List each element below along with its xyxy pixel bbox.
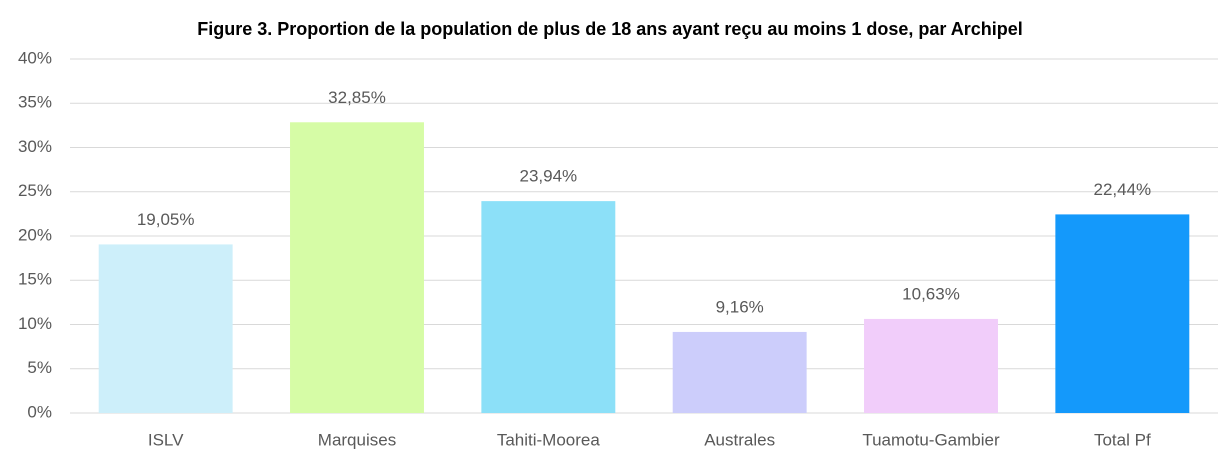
x-tick-label: Tahiti-Moorea (497, 430, 601, 449)
data-label: 23,94% (519, 167, 577, 186)
bar (290, 122, 424, 413)
x-tick-label: Tuamotu-Gambier (862, 430, 1000, 449)
data-label: 22,44% (1093, 180, 1151, 199)
bar (481, 201, 616, 413)
y-tick-label: 15% (18, 270, 52, 289)
y-tick-label: 5% (27, 358, 52, 377)
y-tick-label: 30% (18, 137, 52, 156)
chart-title: Figure 3. Proportion de la population de… (197, 19, 1023, 39)
x-tick-label: Australes (704, 430, 775, 449)
y-tick-label: 0% (27, 402, 52, 421)
data-label: 9,16% (716, 297, 764, 316)
bar (1055, 214, 1190, 413)
y-tick-label: 10% (18, 314, 52, 333)
data-label: 10,63% (902, 284, 960, 303)
y-tick-label: 40% (18, 48, 52, 67)
x-tick-label: Marquises (318, 430, 396, 449)
bar (672, 331, 807, 413)
y-tick-label: 20% (18, 225, 52, 244)
y-tick-label: 25% (18, 181, 52, 200)
data-label: 19,05% (137, 210, 195, 229)
bar (98, 244, 233, 413)
y-tick-label: 35% (18, 93, 52, 112)
bar (864, 318, 998, 413)
x-tick-label: Total Pf (1094, 430, 1151, 449)
x-tick-label: ISLV (148, 430, 184, 449)
data-label: 32,85% (328, 88, 386, 107)
